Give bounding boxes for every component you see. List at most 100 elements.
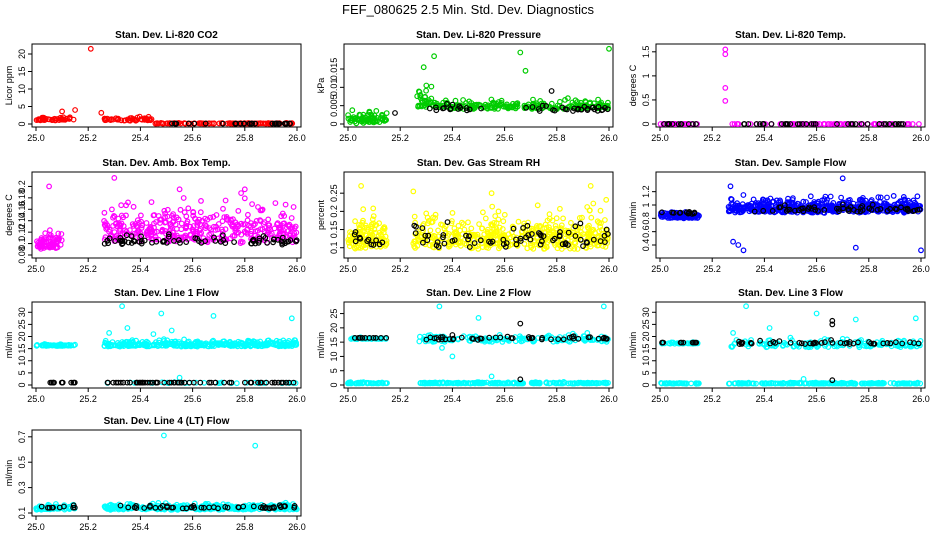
data-point: [125, 343, 132, 350]
data-point: [130, 203, 137, 210]
data-point: [527, 236, 534, 243]
data-point: [577, 99, 584, 106]
data-point: [55, 343, 62, 349]
data-point: [191, 120, 198, 127]
data-point: [346, 233, 353, 239]
data-point: [763, 380, 770, 387]
data-point: [890, 192, 897, 199]
data-point: [469, 244, 476, 251]
data-point: [820, 209, 827, 216]
data-point: [417, 92, 424, 98]
data-point: [49, 241, 55, 248]
x-tick-label: 26.0: [600, 133, 618, 143]
data-point: [153, 228, 160, 235]
y-tick-label: 25: [17, 319, 27, 329]
data-point: [530, 245, 537, 252]
data-point: [239, 340, 246, 346]
data-point: [412, 230, 419, 237]
data-point: [501, 211, 508, 218]
data-point: [572, 223, 579, 230]
x-tick-label: 25.6: [808, 133, 826, 143]
data-point: [162, 213, 169, 220]
data-point: [484, 379, 490, 386]
y-tick-label: 10: [17, 84, 27, 94]
data-point: [424, 237, 431, 244]
data-point: [128, 342, 134, 349]
y-tick-label: 0: [17, 382, 27, 387]
data-point: [133, 503, 139, 509]
data-point: [906, 121, 912, 127]
data-point: [488, 190, 495, 197]
data-point: [552, 222, 559, 229]
data-point: [459, 219, 465, 226]
data-point: [108, 206, 115, 213]
data-point: [864, 121, 871, 127]
data-point: [180, 341, 187, 348]
data-point: [911, 199, 918, 206]
data-point: [540, 233, 547, 240]
data-point: [132, 221, 139, 227]
data-point: [157, 504, 164, 511]
data-point: [58, 231, 65, 237]
data-point: [490, 380, 497, 387]
x-tick-label: 25.8: [236, 264, 254, 274]
data-point: [217, 238, 224, 245]
data-point: [252, 220, 258, 227]
data-point: [570, 333, 577, 340]
y-tick-label: 5: [17, 104, 27, 109]
y-axis-label: Licor ppm: [4, 66, 14, 106]
data-point: [482, 101, 489, 108]
data-point: [575, 105, 581, 112]
data-point: [58, 116, 64, 123]
y-tick-label: 20: [17, 49, 27, 59]
y-tick-label: 0: [329, 121, 339, 126]
data-point: [56, 504, 63, 511]
x-tick-label: 25.2: [703, 264, 721, 274]
data-point: [736, 380, 743, 387]
data-point: [124, 325, 131, 331]
x-tick-label: 25.4: [444, 264, 462, 274]
data-point: [597, 238, 604, 245]
data-point: [847, 339, 853, 345]
data-point: [464, 107, 470, 114]
data-point: [455, 379, 462, 386]
data-point: [71, 379, 78, 386]
x-tick-label: 25.8: [548, 264, 566, 274]
data-point: [841, 121, 848, 127]
data-point: [763, 344, 770, 351]
data-point: [524, 222, 531, 229]
data-point: [285, 222, 292, 229]
data-point: [772, 380, 779, 387]
data-point: [198, 197, 204, 204]
y-tick-label: 1: [641, 73, 651, 78]
data-point: [605, 380, 611, 386]
data-point: [517, 320, 524, 327]
data-point: [115, 215, 122, 222]
data-point: [762, 197, 769, 204]
plot-frame: [655, 301, 926, 389]
data-point: [455, 222, 462, 229]
data-point: [572, 233, 579, 239]
data-point: [813, 340, 819, 346]
data-point: [246, 120, 253, 127]
data-point: [751, 208, 758, 215]
data-point: [419, 380, 426, 386]
data-point: [449, 353, 456, 360]
data-point: [895, 121, 902, 127]
data-point: [147, 223, 154, 230]
data-point: [435, 227, 442, 234]
data-point: [683, 380, 689, 387]
data-point: [669, 380, 676, 387]
data-point: [355, 335, 362, 341]
data-point: [159, 342, 166, 349]
data-point: [728, 201, 735, 208]
data-point: [466, 106, 473, 113]
data-point: [596, 380, 603, 387]
x-tick-label: 25.8: [236, 394, 254, 404]
data-point: [577, 236, 584, 243]
data-point: [202, 238, 209, 245]
data-point: [436, 303, 443, 310]
data-point: [445, 380, 452, 386]
data-point: [754, 202, 761, 209]
